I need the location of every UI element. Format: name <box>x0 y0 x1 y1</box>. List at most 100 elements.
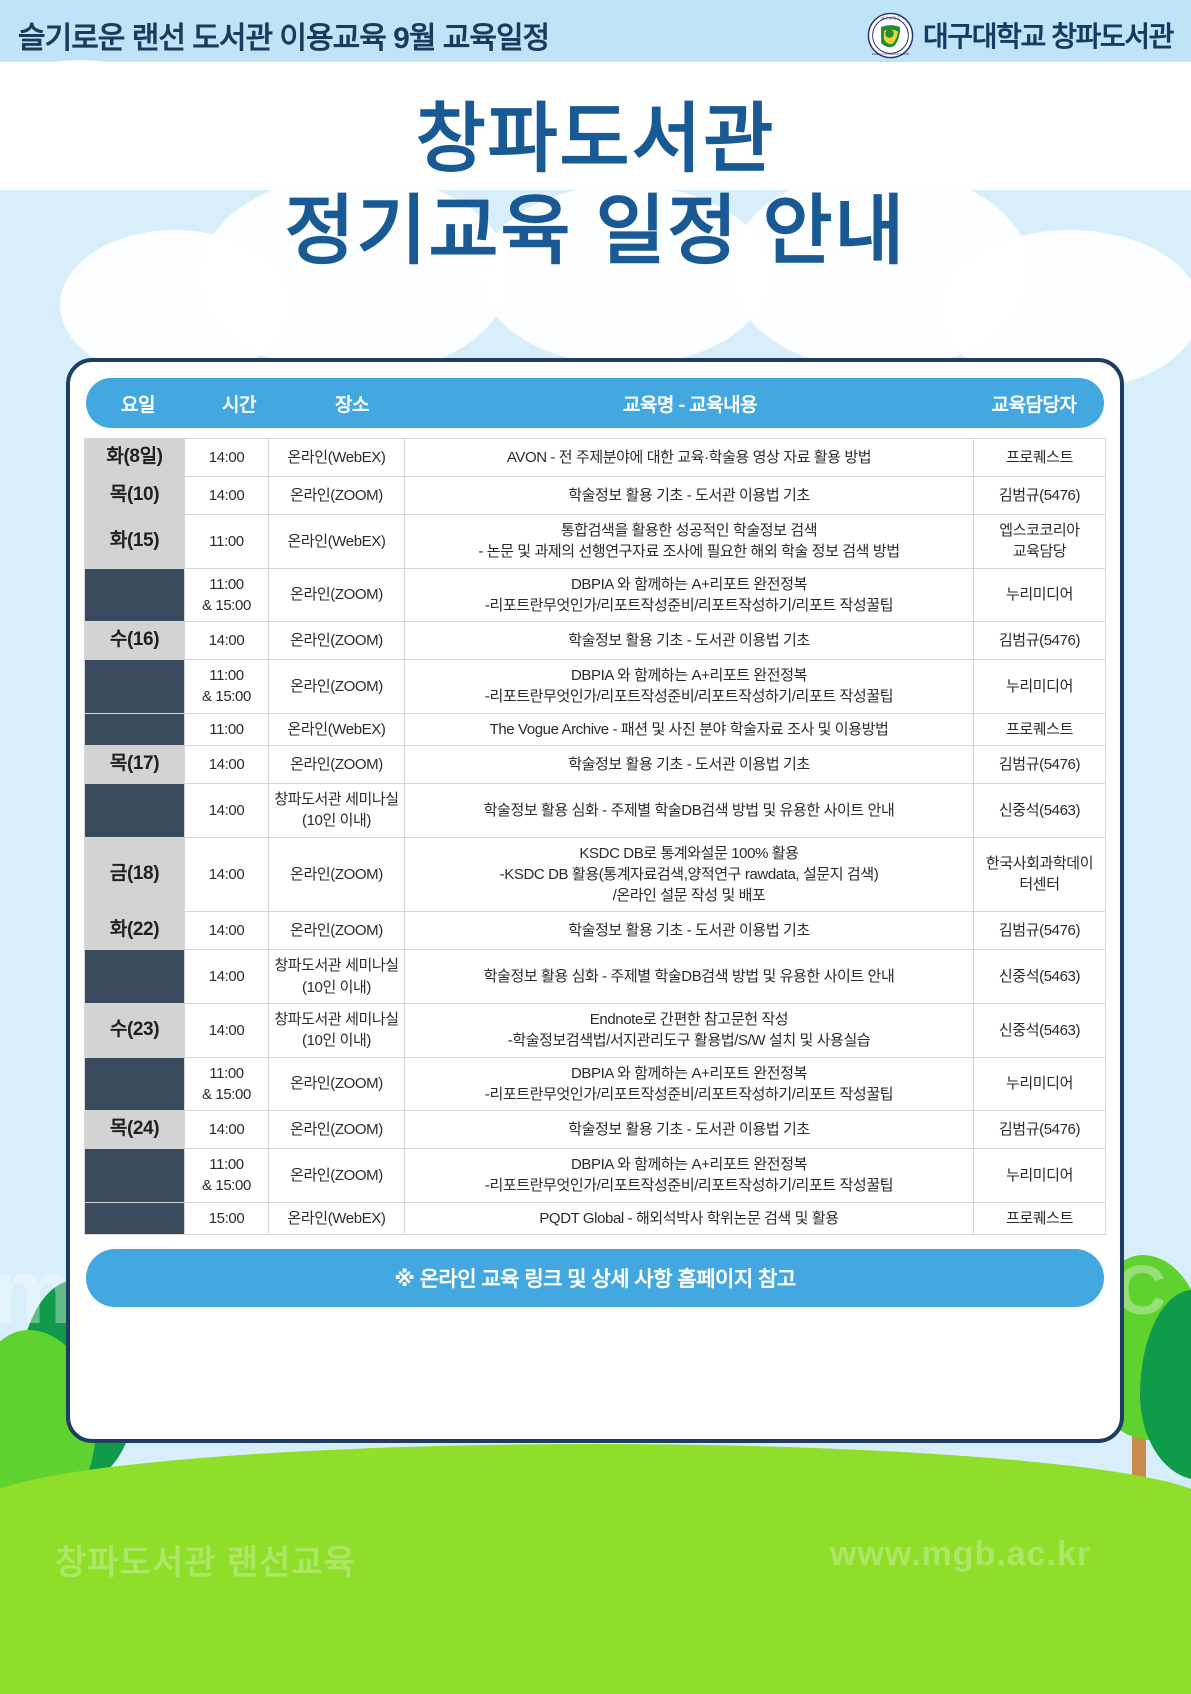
cell-time: 11:00 & 15:00 <box>184 1148 269 1203</box>
table-row: 금(18) 14:00 온라인(ZOOM) KSDC DB로 통계와설문 100% 활… <box>84 836 1106 913</box>
table-row: 14:00 창파도서관 세미나실 (10인 이내) 학술정보 활용 심화 - 주제별 … <box>84 782 1106 838</box>
cell-course: KSDC DB로 통계와설문 100% 활용 -KSDC DB 활용(통계자료검색… <box>404 836 974 913</box>
cell-course: PQDT Global - 해외석박사 학위논문 검색 및 활용 <box>404 1201 974 1236</box>
table-row: 목(10) 14:00 온라인(ZOOM) 학술정보 활용 기초 - 도서관 이용법 … <box>84 475 1106 515</box>
cell-place: 온라인(ZOOM) <box>268 911 405 951</box>
cell-owner: 엡스코코리아 교육담당 <box>973 513 1106 569</box>
column-header-place: 장소 <box>335 394 369 416</box>
cell-place: 창파도서관 세미나실 (10인 이내) <box>268 1003 405 1058</box>
cell-time: 11:00 & 15:00 <box>184 659 269 714</box>
table-row: 11:00 & 15:00 온라인(ZOOM) DBPIA 와 함께하는 A+리포트 … <box>84 1148 1106 1203</box>
cell-owner: 누리미디어 <box>973 1056 1106 1112</box>
cell-day <box>84 949 185 1004</box>
cell-course: AVON - 전 주제분야에 대한 교육·학술용 영상 자료 활용 방법 <box>404 438 974 477</box>
cell-course: DBPIA 와 함께하는 A+리포트 완전정복 -리포트란무엇인가/리포트작성준비… <box>404 567 974 623</box>
cell-place: 온라인(WebEX) <box>268 1201 405 1236</box>
cell-day <box>84 659 185 714</box>
cell-day: 화(8일) <box>84 438 185 477</box>
cell-place: 온라인(ZOOM) <box>268 475 405 515</box>
header-title: 슬기로운 랜선 도서관 이용교육 9월 교육일정 <box>18 22 550 55</box>
column-header-time: 시간 <box>222 394 256 416</box>
table-header-row: 요일 시간 장소 교육명 - 교육내용 교육담당자 <box>86 378 1104 428</box>
table-row: 11:00 온라인(WebEX) The Vogue Archive - 패션 및 … <box>84 712 1106 746</box>
table-row: 11:00 & 15:00 온라인(ZOOM) DBPIA 와 함께하는 A+리포트 … <box>84 567 1106 623</box>
cell-place: 창파도서관 세미나실 (10인 이내) <box>268 949 405 1004</box>
watermark-bottom-right: www.mgb.ac.kr <box>830 1535 1092 1573</box>
cell-day: 수(16) <box>84 621 185 661</box>
table-row: 수(16) 14:00 온라인(ZOOM) 학술정보 활용 기초 - 도서관 이용법 … <box>84 621 1106 661</box>
table-row: 화(15) 11:00 온라인(WebEX) 통합검색을 활용한 성공적인 학술정보 … <box>84 513 1106 569</box>
cell-place: 온라인(WebEX) <box>268 513 405 569</box>
cloud-shape-5 <box>480 185 770 365</box>
cell-place: 온라인(ZOOM) <box>268 1148 405 1203</box>
cell-time: 14:00 <box>184 1003 269 1058</box>
cell-day <box>84 1148 185 1203</box>
table-row: 목(17) 14:00 온라인(ZOOM) 학술정보 활용 기초 - 도서관 이용법 … <box>84 744 1106 784</box>
svg-text:DAEGU UNIVERSITY 1956: DAEGU UNIVERSITY 1956 <box>872 52 910 56</box>
cell-owner: 누리미디어 <box>973 567 1106 623</box>
table-row: 화(8일) 14:00 온라인(WebEX) AVON - 전 주제분야에 대한 교육… <box>84 438 1106 477</box>
cell-owner: 누리미디어 <box>973 1148 1106 1203</box>
cell-place: 온라인(ZOOM) <box>268 1056 405 1112</box>
cell-owner: 김범규(5476) <box>973 744 1106 784</box>
cell-owner: 김범규(5476) <box>973 475 1106 515</box>
daegu-university-logo-icon: 대 구 대 학 교 DAEGU UNIVERSITY 1956 <box>867 12 914 59</box>
cell-owner: 신중석(5463) <box>973 782 1106 838</box>
cell-day: 목(10) <box>84 475 185 515</box>
cell-time: 11:00 & 15:00 <box>184 1056 269 1112</box>
cell-place: 온라인(ZOOM) <box>268 621 405 661</box>
cell-owner: 프로퀘스트 <box>973 712 1106 746</box>
cell-time: 14:00 <box>184 438 269 477</box>
cell-course: The Vogue Archive - 패션 및 사진 분야 학술자료 조사 및… <box>404 712 974 746</box>
table-row: 14:00 창파도서관 세미나실 (10인 이내) 학술정보 활용 심화 - 주제별 … <box>84 949 1106 1004</box>
cell-time: 14:00 <box>184 475 269 515</box>
page-header: 슬기로운 랜선 도서관 이용교육 9월 교육일정 대 구 대 학 교 DAEGU… <box>0 0 1191 70</box>
cell-owner: 신중석(5463) <box>973 949 1106 1004</box>
cell-owner: 프로퀘스트 <box>973 438 1106 477</box>
cell-place: 온라인(WebEX) <box>268 712 405 746</box>
cell-owner: 김범규(5476) <box>973 911 1106 951</box>
footer-note-banner: ※ 온라인 교육 링크 및 상세 사항 홈페이지 참고 <box>86 1249 1104 1308</box>
table-row: 11:00 & 15:00 온라인(ZOOM) DBPIA 와 함께하는 A+리포트 … <box>84 659 1106 714</box>
column-header-owner: 교육담당자 <box>991 394 1077 416</box>
cell-course: 학술정보 활용 기초 - 도서관 이용법 기초 <box>404 911 974 951</box>
table-row: 11:00 & 15:00 온라인(ZOOM) DBPIA 와 함께하는 A+리포트 … <box>84 1056 1106 1112</box>
table-row: 수(23) 14:00 창파도서관 세미나실 (10인 이내) Endnote로 간편한… <box>84 1003 1106 1058</box>
cell-course: 학술정보 활용 심화 - 주제별 학술DB검색 방법 및 유용한 사이트 안내 <box>404 782 974 838</box>
cell-course: DBPIA 와 함께하는 A+리포트 완전정복 -리포트란무엇인가/리포트작성준비… <box>404 659 974 714</box>
cell-day <box>84 1056 185 1112</box>
cell-place: 온라인(ZOOM) <box>268 567 405 623</box>
cell-owner: 김범규(5476) <box>973 1110 1106 1150</box>
cell-time: 11:00 & 15:00 <box>184 567 269 623</box>
cell-place: 온라인(ZOOM) <box>268 836 405 913</box>
page-title: 창파도서관 정기교육 일정 안내 <box>0 96 1191 282</box>
column-header-course: 교육명 - 교육내용 <box>622 394 758 416</box>
cloud-shape-7 <box>60 230 290 380</box>
cell-time: 14:00 <box>184 911 269 951</box>
cell-day <box>84 712 185 746</box>
cell-time: 14:00 <box>184 782 269 838</box>
cell-owner: 신중석(5463) <box>973 1003 1106 1058</box>
schedule-table: 화(8일) 14:00 온라인(WebEX) AVON - 전 주제분야에 대한 교육… <box>84 438 1106 1236</box>
cell-day <box>84 567 185 623</box>
cell-course: 학술정보 활용 기초 - 도서관 이용법 기초 <box>404 475 974 515</box>
table-row: 15:00 온라인(WebEX) PQDT Global - 해외석박사 학위논문 … <box>84 1201 1106 1236</box>
cloud-shape-2 <box>0 60 200 210</box>
cell-time: 11:00 <box>184 513 269 569</box>
cell-day: 화(22) <box>84 911 185 951</box>
table-row: 화(22) 14:00 온라인(ZOOM) 학술정보 활용 기초 - 도서관 이용법 … <box>84 911 1106 951</box>
cell-day: 수(23) <box>84 1003 185 1058</box>
cell-time: 15:00 <box>184 1201 269 1236</box>
cell-course: 통합검색을 활용한 성공적인 학술정보 검색 - 논문 및 과제의 선행연구자료 … <box>404 513 974 569</box>
grass-base <box>0 1494 1191 1684</box>
footer-note-text: ※ 온라인 교육 링크 및 상세 사항 홈페이지 참고 <box>394 1268 796 1292</box>
cell-time: 11:00 <box>184 712 269 746</box>
cell-owner: 김범규(5476) <box>973 621 1106 661</box>
cell-day: 금(18) <box>84 836 185 913</box>
watermark-bottom-left: 창파도서관 랜선교육 <box>55 1544 356 1582</box>
cell-place: 창파도서관 세미나실 (10인 이내) <box>268 782 405 838</box>
cell-course: DBPIA 와 함께하는 A+리포트 완전정복 -리포트란무엇인가/리포트작성준비… <box>404 1056 974 1112</box>
cell-day: 목(17) <box>84 744 185 784</box>
cell-place: 온라인(ZOOM) <box>268 1110 405 1150</box>
cell-owner: 한국사회과학데이 터센터 <box>973 836 1106 913</box>
